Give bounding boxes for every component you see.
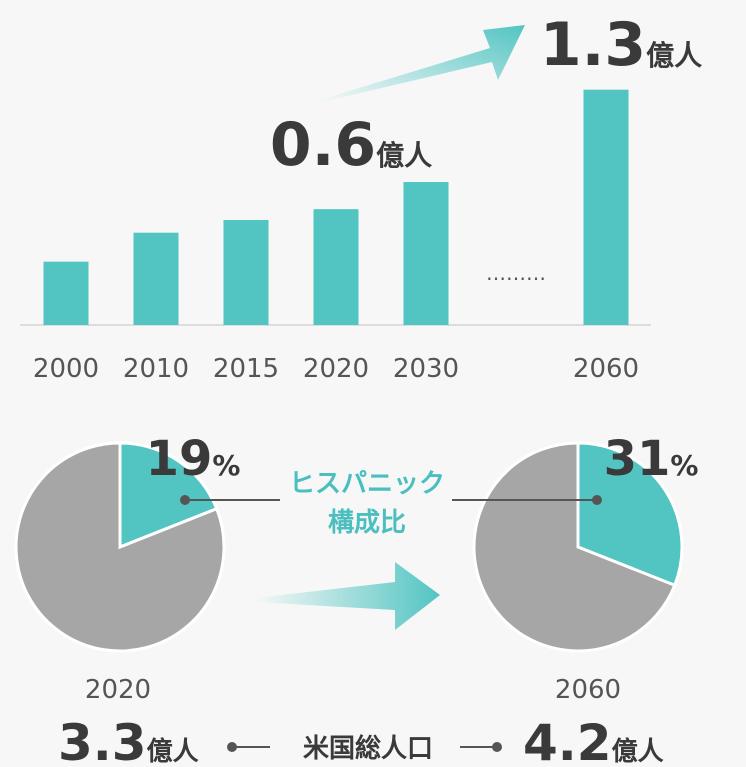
value-label-unit: % xyxy=(670,449,698,482)
pie-slice xyxy=(472,441,677,653)
pie-arrow xyxy=(255,562,440,630)
pie-title: 2060 xyxy=(555,675,621,705)
legend-line: ヒスパニック xyxy=(289,469,445,499)
x-tick-label: 2030 xyxy=(393,354,459,384)
value-label-unit: 億人 xyxy=(376,139,432,172)
connector-dot xyxy=(492,742,502,752)
value-label-number: 31 xyxy=(604,431,671,487)
bar xyxy=(223,220,269,325)
value-label-unit: % xyxy=(212,449,240,482)
value-label-unit: 億人 xyxy=(646,39,702,72)
pie-slice xyxy=(14,441,226,653)
x-tick-label: 2060 xyxy=(573,354,639,384)
pie-title: 2020 xyxy=(85,675,151,705)
x-tick-label: 2010 xyxy=(123,354,189,384)
gap-label: ……… xyxy=(486,261,546,285)
connector-dot xyxy=(592,495,602,505)
value-label-number: 19 xyxy=(146,431,213,487)
bar xyxy=(313,209,359,325)
bar xyxy=(133,232,179,325)
bar xyxy=(43,261,89,325)
population-label: 米国総人口 xyxy=(303,733,433,764)
population-unit: 億人 xyxy=(147,737,199,767)
value-label-number: 0.6 xyxy=(270,110,376,180)
population-value: 3.3 xyxy=(58,714,147,767)
value-label-number: 1.3 xyxy=(540,10,646,80)
legend-line: 構成比 xyxy=(328,508,406,538)
pie-slice xyxy=(576,441,684,588)
value-label: 19% xyxy=(146,431,241,487)
population-2020: 3.3億人 xyxy=(58,714,199,767)
value-label: 1.3億人 xyxy=(540,10,702,80)
connector-dot xyxy=(180,495,190,505)
x-tick-label: 2015 xyxy=(213,354,279,384)
x-tick-label: 2020 xyxy=(303,354,369,384)
population-value: 4.2 xyxy=(523,714,612,767)
population-unit: 億人 xyxy=(612,737,664,767)
value-label: 0.6億人 xyxy=(270,110,432,180)
value-label: 31% xyxy=(604,431,699,487)
bar xyxy=(403,182,449,325)
bar xyxy=(583,89,629,325)
population-2060: 4.2億人 xyxy=(523,714,664,767)
x-tick-label: 2000 xyxy=(33,354,99,384)
growth-arrow xyxy=(320,25,525,102)
